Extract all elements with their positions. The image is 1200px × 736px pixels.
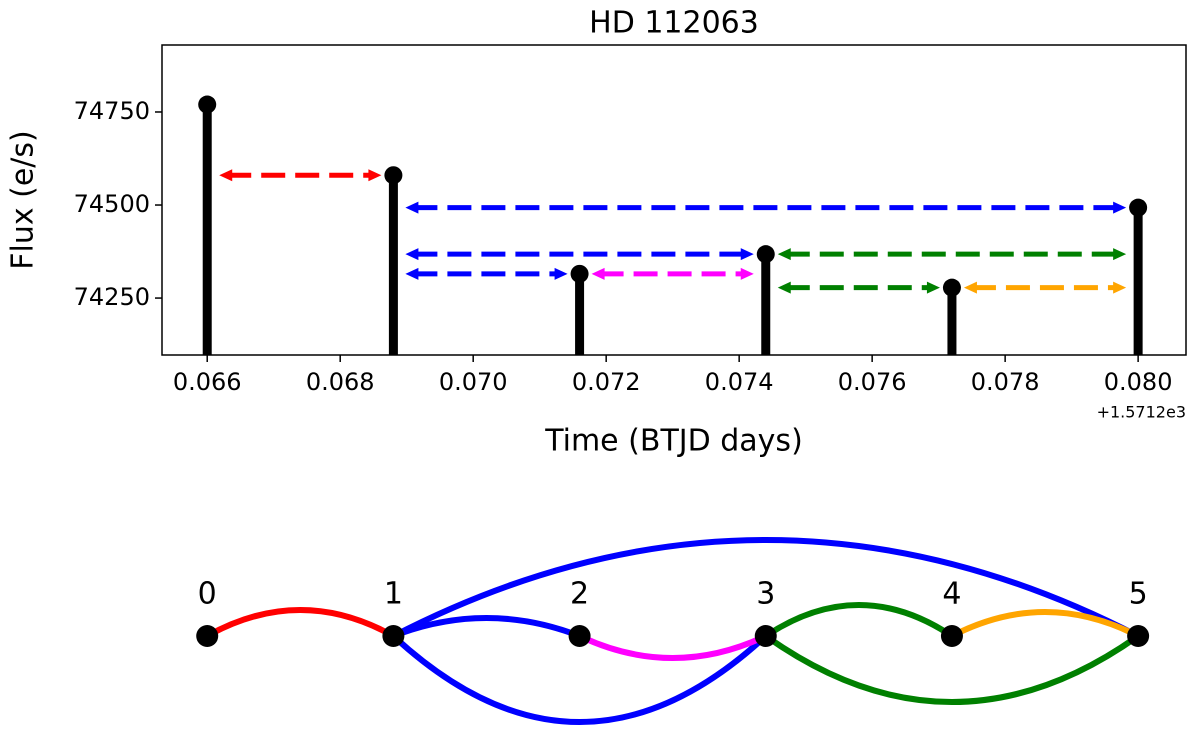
- arrow-head: [405, 248, 419, 261]
- graph-edge: [764, 602, 954, 639]
- graph-node: [382, 625, 405, 647]
- arrow-head: [405, 201, 419, 214]
- arrow-head: [368, 169, 382, 182]
- arrow-head: [219, 169, 233, 182]
- arrow-head: [740, 248, 754, 261]
- graph-edge: [764, 633, 1140, 705]
- x-axis-label: Time (BTJD days): [544, 424, 803, 459]
- plot-frame: [161, 44, 1187, 356]
- arrow-head: [554, 267, 568, 280]
- stem-marker: [1129, 198, 1148, 217]
- x-offset-label: +1.5712e3: [1097, 403, 1186, 422]
- arrow-head: [777, 248, 791, 261]
- y-tick-label: 74750: [74, 97, 150, 125]
- x-tick-label: 0.072: [572, 368, 641, 396]
- arrow-head: [963, 281, 977, 294]
- graph-node: [754, 625, 777, 647]
- y-tick-label: 74250: [74, 283, 150, 311]
- node-label: 5: [1129, 577, 1148, 612]
- x-tick-label: 0.074: [705, 368, 774, 396]
- node-label: 4: [942, 577, 961, 612]
- graph-edge: [392, 537, 1140, 639]
- graph-node: [940, 625, 963, 647]
- node-label: 2: [570, 577, 589, 612]
- node-label: 0: [198, 577, 217, 612]
- graph-node: [196, 625, 219, 647]
- arrow-head: [591, 267, 605, 280]
- node-label: 3: [756, 577, 775, 612]
- stem-marker: [756, 245, 775, 264]
- x-tick-label: 0.076: [838, 368, 907, 396]
- x-tick-label: 0.070: [439, 368, 508, 396]
- graph-node: [1127, 625, 1150, 647]
- graph-node: [568, 625, 591, 647]
- stem-marker: [942, 278, 961, 297]
- graph-edge: [205, 607, 395, 639]
- arrow-head: [1113, 281, 1127, 294]
- stem-marker: [570, 264, 589, 283]
- chart-title: HD 112063: [589, 6, 759, 41]
- arrow-head: [740, 267, 754, 280]
- arrow-head: [1113, 248, 1127, 261]
- x-tick-label: 0.080: [1104, 368, 1173, 396]
- arrow-head: [926, 281, 940, 294]
- x-tick-label: 0.078: [971, 368, 1040, 396]
- graph-edge: [950, 609, 1140, 639]
- node-label: 1: [384, 577, 403, 612]
- stem-marker: [198, 95, 217, 114]
- graph-edge: [578, 633, 768, 661]
- graph-edge: [391, 633, 768, 725]
- arrow-head: [1113, 201, 1127, 214]
- x-tick-label: 0.068: [306, 368, 375, 396]
- y-axis-label: Flux (e/s): [6, 130, 41, 270]
- arrow-head: [405, 267, 419, 280]
- arrow-head: [777, 281, 791, 294]
- graph-edge: [392, 615, 581, 639]
- y-tick-label: 74500: [74, 190, 150, 218]
- stem-marker: [384, 166, 403, 185]
- x-tick-label: 0.066: [173, 368, 242, 396]
